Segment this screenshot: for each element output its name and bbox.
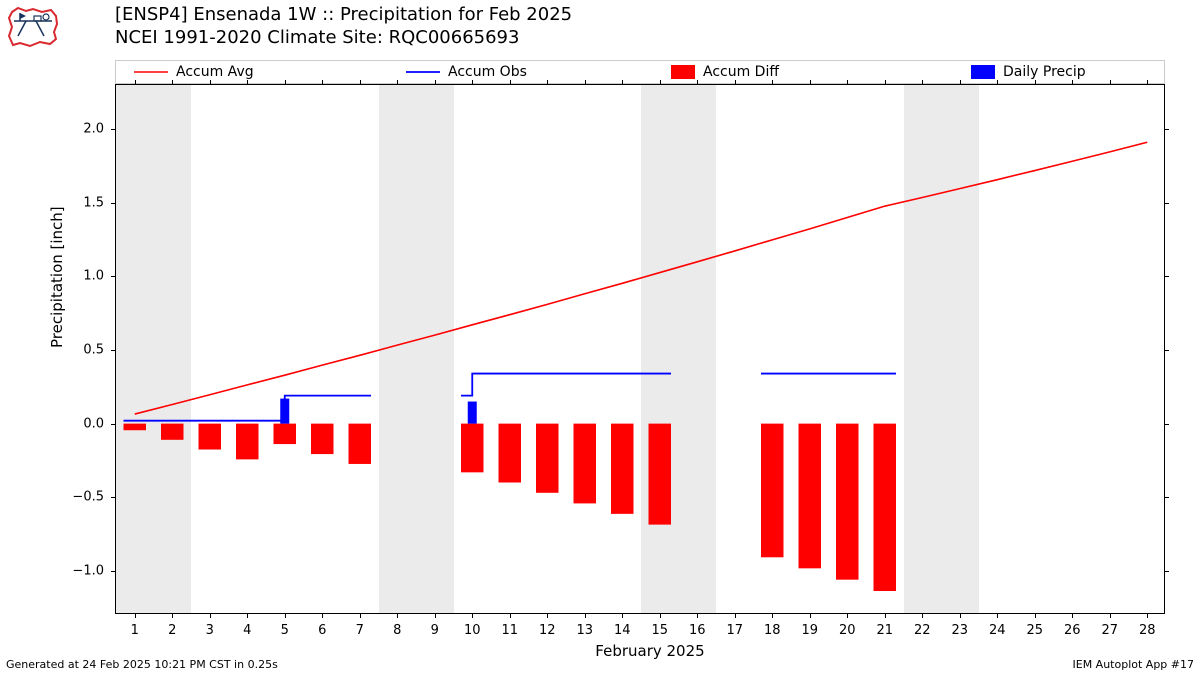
chart-title: [ENSP4] Ensenada 1W :: Precipitation for… bbox=[115, 4, 572, 49]
accum-diff-bar bbox=[536, 424, 559, 493]
legend-accum-diff: Accum Diff bbox=[671, 64, 779, 80]
accum-diff-bar bbox=[274, 424, 297, 444]
x-tick-label: 16 bbox=[685, 623, 709, 638]
x-axis-label-text: February 2025 bbox=[595, 642, 704, 660]
x-tick-label: 19 bbox=[798, 623, 822, 638]
x-tick-label: 18 bbox=[760, 623, 784, 638]
x-tick-label: 5 bbox=[273, 623, 297, 638]
legend-label: Daily Precip bbox=[1003, 64, 1086, 80]
daily-precip-bar bbox=[468, 402, 477, 424]
x-tick-label: 11 bbox=[498, 623, 522, 638]
chart-svg bbox=[116, 85, 1166, 615]
y-tick-label: 0.0 bbox=[64, 416, 104, 431]
x-tick-label: 10 bbox=[460, 623, 484, 638]
x-tick-label: 3 bbox=[198, 623, 222, 638]
x-tick-label: 20 bbox=[835, 623, 859, 638]
y-axis-label: Precipitation [inch] bbox=[48, 206, 66, 348]
y-tick-label: 1.5 bbox=[64, 195, 104, 210]
accum-diff-bar bbox=[461, 424, 484, 473]
x-tick-label: 15 bbox=[648, 623, 672, 638]
y-tick-label: −1.0 bbox=[64, 563, 104, 578]
x-tick-label: 1 bbox=[123, 623, 147, 638]
accum-diff-bar bbox=[124, 424, 147, 431]
accum-diff-bar bbox=[311, 424, 334, 454]
accum-diff-bar bbox=[649, 424, 672, 525]
x-tick-label: 22 bbox=[910, 623, 934, 638]
x-tick-label: 4 bbox=[235, 623, 259, 638]
x-tick-label: 9 bbox=[423, 623, 447, 638]
x-tick-label: 23 bbox=[948, 623, 972, 638]
x-tick-label: 26 bbox=[1060, 623, 1084, 638]
accum-diff-bar bbox=[349, 424, 372, 464]
title-line-1: [ENSP4] Ensenada 1W :: Precipitation for… bbox=[115, 4, 572, 27]
accum-diff-bar bbox=[874, 424, 897, 591]
accum-obs-line bbox=[461, 374, 671, 396]
x-tick-label: 12 bbox=[535, 623, 559, 638]
legend: Accum Avg Accum Obs Accum Diff Daily Pre… bbox=[115, 60, 1165, 84]
x-tick-label: 6 bbox=[310, 623, 334, 638]
legend-label: Accum Diff bbox=[703, 64, 779, 80]
iem-logo-icon bbox=[6, 6, 60, 52]
accum-diff-bar bbox=[161, 424, 184, 440]
footer-app: IEM Autoplot App #17 bbox=[1073, 658, 1195, 671]
y-tick-label: 1.0 bbox=[64, 269, 104, 284]
x-tick-label: 14 bbox=[610, 623, 634, 638]
accum-diff-bar bbox=[836, 424, 859, 580]
x-tick-label: 13 bbox=[573, 623, 597, 638]
x-tick-label: 25 bbox=[1023, 623, 1047, 638]
legend-daily-precip: Daily Precip bbox=[971, 64, 1086, 80]
x-tick-label: 21 bbox=[873, 623, 897, 638]
x-tick-label: 17 bbox=[723, 623, 747, 638]
y-tick-label: −0.5 bbox=[64, 490, 104, 505]
y-tick-label: 0.5 bbox=[64, 343, 104, 358]
legend-label: Accum Obs bbox=[448, 64, 527, 80]
x-tick-label: 24 bbox=[985, 623, 1009, 638]
accum-diff-bar bbox=[761, 424, 784, 558]
accum-diff-bar bbox=[574, 424, 597, 504]
y-tick-label: 2.0 bbox=[64, 122, 104, 137]
title-line-2: NCEI 1991-2020 Climate Site: RQC00665693 bbox=[115, 27, 572, 50]
x-tick-label: 2 bbox=[160, 623, 184, 638]
legend-accum-obs: Accum Obs bbox=[406, 64, 527, 80]
footer-generated: Generated at 24 Feb 2025 10:21 PM CST in… bbox=[6, 658, 278, 671]
legend-label: Accum Avg bbox=[176, 64, 254, 80]
accum-diff-bar bbox=[799, 424, 822, 569]
x-tick-label: 27 bbox=[1098, 623, 1122, 638]
accum-diff-bar bbox=[199, 424, 222, 450]
precip-chart: −1.0−0.50.00.51.01.52.012345678910111213… bbox=[115, 84, 1165, 614]
accum-diff-bar bbox=[499, 424, 522, 483]
x-tick-label: 8 bbox=[385, 623, 409, 638]
accum-diff-bar bbox=[236, 424, 259, 460]
accum-diff-bar bbox=[611, 424, 634, 514]
x-tick-label: 28 bbox=[1135, 623, 1159, 638]
x-tick-label: 7 bbox=[348, 623, 372, 638]
legend-accum-avg: Accum Avg bbox=[134, 64, 254, 80]
